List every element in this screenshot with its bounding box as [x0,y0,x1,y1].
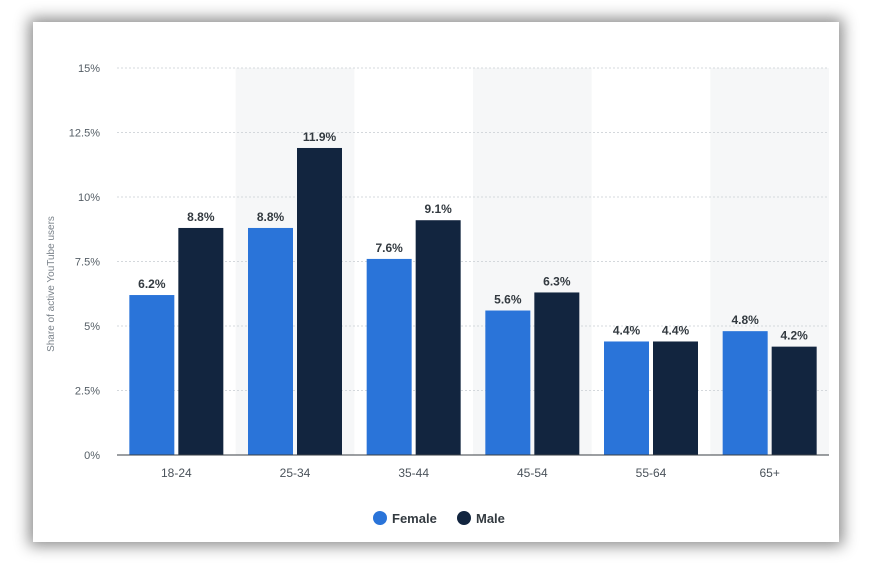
bar-female-55-64 [604,341,649,455]
chart-card: 0% 2.5% 5% 7.5% 10% 12.5% 15% 6.2% 8.8% 8.8% 11.9… [33,22,839,542]
x-axis-ticks: 18-24 25-34 35-44 45-54 55-64 65+ [161,466,780,480]
x-tick-label: 55-64 [636,466,667,480]
y-tick-label: 7.5% [75,257,100,269]
legend-item-male[interactable]: Male [457,511,505,526]
legend-label: Male [476,511,505,526]
data-label: 7.6% [375,241,403,255]
data-label: 9.1% [424,202,452,216]
data-label: 4.4% [662,323,690,337]
bar-male-25-34 [297,147,342,455]
data-label: 4.4% [613,323,641,337]
bars [129,147,817,455]
x-tick-label: 35-44 [398,466,429,480]
x-tick-label: 25-34 [280,466,311,480]
data-label: 6.3% [543,274,571,288]
data-label: 11.9% [303,130,337,144]
bar-female-65+ [722,331,768,455]
bar-male-35-44 [415,220,461,455]
legend-item-female[interactable]: Female [373,511,437,526]
bar-male-65+ [771,346,817,455]
x-tick-label: 18-24 [161,466,192,480]
legend-marker [457,511,471,525]
gridlines [117,67,829,391]
bar-male-45-54 [534,292,580,455]
bar-male-55-64 [653,341,698,455]
bar-female-25-34 [248,227,293,455]
bar-male-18-24 [178,227,224,455]
data-label: 8.8% [187,210,215,224]
legend-marker [373,511,387,525]
y-tick-label: 2.5% [75,386,100,398]
x-tick-label: 65+ [759,466,779,480]
y-tick-label: 5% [84,321,100,333]
data-labels: 6.2% 8.8% 8.8% 11.9% 7.6% 9.1% 5.6% 6.3% 4.4% 4.4… [138,130,808,343]
y-tick-label: 0% [84,450,100,462]
data-label: 4.8% [731,313,759,327]
data-label: 8.8% [257,210,285,224]
chart-svg: 0% 2.5% 5% 7.5% 10% 12.5% 15% 6.2% 8.8% 8.8% 11.9… [46,63,829,526]
y-axis-ticks: 0% 2.5% 5% 7.5% 10% 12.5% 15% [69,63,100,462]
bar-female-45-54 [485,310,531,455]
x-tick-label: 45-54 [517,466,548,480]
y-tick-label: 15% [78,63,100,75]
y-tick-label: 10% [78,192,100,204]
bar-female-18-24 [129,295,175,455]
y-tick-label: 12.5% [69,128,100,140]
data-label: 5.6% [494,293,522,307]
legend-label: Female [392,511,437,526]
data-label: 6.2% [138,277,166,291]
data-label: 4.2% [780,329,808,343]
bar-female-35-44 [366,258,412,455]
y-axis-title: Share of active YouTube users [46,216,57,352]
legend: Female Male [373,511,505,526]
